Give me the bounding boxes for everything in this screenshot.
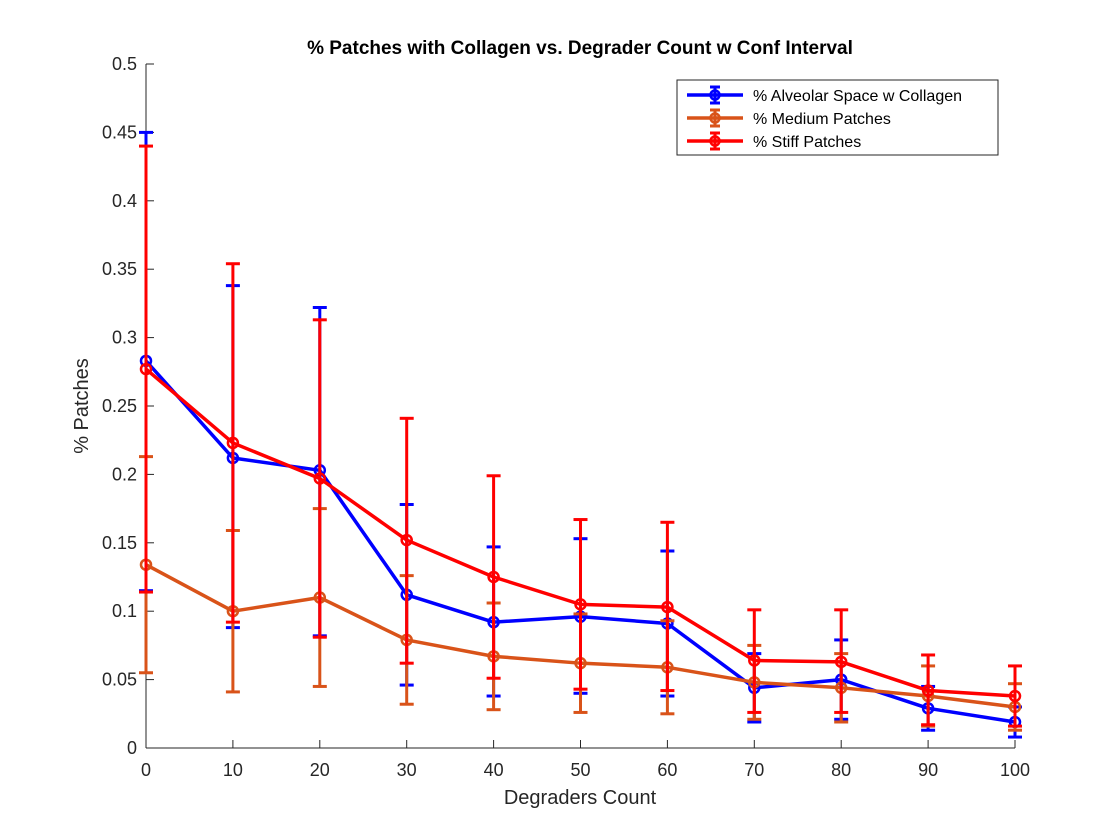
x-ticks: 0 10 20 30 40 50 60 70 80 90 100 <box>141 740 1030 780</box>
legend-marker <box>709 89 721 101</box>
data-point <box>574 598 587 611</box>
x-tick-label: 50 <box>570 760 590 780</box>
data-point <box>748 654 761 667</box>
x-tick-label: 20 <box>310 760 330 780</box>
y-tick-label: 0.2 <box>112 464 137 484</box>
legend-item: % Alveolar Space w Collagen <box>687 85 962 105</box>
legend-marker <box>709 112 721 124</box>
legend-item: % Medium Patches <box>687 108 891 128</box>
y-tick-label: 0.05 <box>102 670 137 690</box>
x-tick-label: 70 <box>744 760 764 780</box>
data-point <box>921 684 935 697</box>
data-point <box>834 655 848 669</box>
legend-label: % Stiff Patches <box>753 134 861 151</box>
x-tick-label: 30 <box>397 760 417 780</box>
x-tick-label: 40 <box>484 760 504 780</box>
y-tick-label: 0.25 <box>102 396 137 416</box>
y-tick-label: 0.15 <box>102 533 137 553</box>
data-point <box>139 362 153 376</box>
x-tick-label: 100 <box>1000 760 1030 780</box>
y-tick-label: 0.45 <box>102 122 137 142</box>
y-tick-label: 0.1 <box>112 601 137 621</box>
series-3 <box>139 144 1022 728</box>
series-group <box>139 130 1022 739</box>
data-point <box>661 600 674 614</box>
data-point <box>226 436 240 450</box>
data-point <box>487 570 500 584</box>
y-axis-label: % Patches <box>71 358 93 454</box>
y-tick-label: 0.3 <box>112 328 137 348</box>
y-tick-label: 0.4 <box>112 191 137 211</box>
y-tick-label: 0.35 <box>102 259 137 279</box>
x-tick-label: 60 <box>657 760 677 780</box>
chart-title: % Patches with Collagen vs. Degrader Cou… <box>307 38 853 59</box>
x-tick-label: 10 <box>223 760 243 780</box>
data-point <box>1008 689 1022 703</box>
y-tick-label: 0.5 <box>112 54 137 74</box>
legend-label: % Medium Patches <box>753 111 891 128</box>
legend: % Alveolar Space w Collagen % Medium Patc… <box>676 79 999 156</box>
x-tick-label: 80 <box>831 760 851 780</box>
x-tick-label: 90 <box>918 760 938 780</box>
legend-label: % Alveolar Space w Collagen <box>753 88 962 105</box>
x-axis-label: Degraders Count <box>504 787 657 809</box>
y-tick-label: 0 <box>127 738 137 758</box>
legend-marker <box>709 135 721 147</box>
series-line <box>144 367 1016 698</box>
data-point <box>400 533 413 547</box>
y-ticks: 0 0.05 0.1 0.15 0.2 0.25 0.3 0.35 0.4 0.45 0.5 <box>102 54 154 758</box>
data-point <box>313 472 327 485</box>
x-tick-label: 0 <box>141 760 151 780</box>
legend-item: % Stiff Patches <box>687 131 861 151</box>
